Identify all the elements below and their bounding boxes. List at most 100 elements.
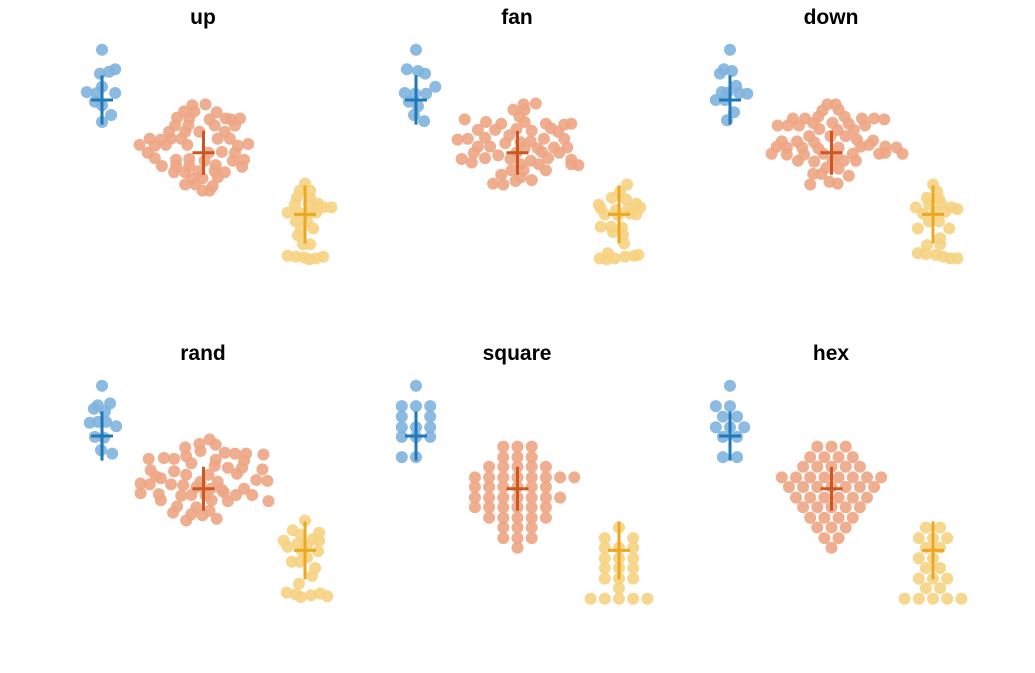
point-orange [853, 460, 866, 473]
point-blue [709, 400, 722, 413]
point-orange [797, 501, 810, 514]
point-orange [483, 460, 496, 473]
point-blue [110, 420, 123, 433]
point-orange [808, 155, 821, 168]
point-orange [878, 113, 891, 126]
point-orange [804, 451, 817, 464]
point-blue [80, 86, 93, 99]
point-orange [771, 119, 784, 132]
point-orange [839, 481, 852, 493]
point-yellow [627, 572, 640, 585]
point-blue [103, 65, 116, 78]
point-orange [483, 501, 496, 514]
point-orange [529, 97, 542, 110]
point-orange [780, 148, 793, 161]
point-yellow [304, 238, 317, 251]
panel-square [395, 379, 654, 605]
panel-fan [398, 43, 647, 266]
point-orange [896, 147, 909, 160]
point-yellow [941, 572, 954, 585]
point-yellow [598, 541, 611, 554]
point-blue [731, 410, 744, 423]
point-blue [738, 421, 751, 434]
point-orange [185, 489, 198, 501]
point-yellow [919, 541, 932, 554]
point-blue [410, 379, 422, 392]
panel-title-square: square [483, 342, 552, 365]
point-orange [511, 541, 524, 554]
point-orange [221, 461, 234, 474]
panel-hex [709, 379, 968, 605]
point-orange [202, 468, 215, 481]
point-orange [793, 119, 805, 132]
point-orange [790, 471, 802, 484]
point-yellow [934, 582, 947, 595]
point-orange [229, 119, 241, 132]
point-orange [525, 481, 538, 493]
point-yellow [306, 569, 319, 582]
point-yellow [598, 572, 611, 585]
point-orange [868, 112, 881, 125]
point-yellow [305, 589, 318, 602]
point-yellow [627, 562, 640, 574]
panel-title-fan: fan [501, 6, 533, 29]
point-yellow [632, 248, 645, 261]
point-yellow [613, 592, 625, 605]
point-orange [811, 440, 824, 453]
point-yellow [912, 552, 925, 565]
point-yellow [934, 521, 947, 534]
point-orange [539, 471, 552, 484]
point-blue [400, 63, 413, 76]
point-orange [797, 481, 810, 493]
point-orange [818, 471, 831, 484]
point-orange [223, 132, 236, 145]
point-orange [525, 471, 538, 484]
point-yellow [911, 222, 924, 235]
point-yellow [292, 577, 305, 590]
point-orange [451, 133, 464, 146]
point-orange [168, 452, 181, 465]
point-blue [410, 43, 422, 56]
point-orange [832, 451, 845, 464]
point-blue [98, 431, 110, 444]
point-orange [256, 463, 269, 476]
panel-title-rand: rand [180, 342, 226, 365]
point-yellow [641, 592, 654, 605]
point-orange [257, 448, 270, 461]
point-orange [179, 178, 192, 191]
point-orange [154, 494, 167, 507]
point-orange [461, 132, 474, 145]
point-orange [177, 479, 190, 492]
panel-down [709, 43, 964, 265]
point-yellow [951, 252, 964, 265]
point-orange [468, 501, 481, 514]
point-orange [863, 138, 876, 151]
point-orange [525, 511, 538, 524]
panel-rand [83, 379, 334, 603]
point-orange [196, 509, 209, 522]
point-blue [724, 43, 736, 56]
point-orange [497, 481, 510, 493]
point-orange [165, 478, 177, 491]
point-orange [497, 532, 510, 545]
point-orange [492, 149, 505, 162]
point-orange [868, 481, 881, 493]
point-orange [568, 471, 581, 484]
point-orange [525, 440, 538, 453]
point-orange [133, 138, 146, 151]
point-yellow [943, 222, 956, 235]
point-blue [94, 67, 106, 80]
point-yellow [285, 555, 298, 568]
point-orange [221, 495, 234, 508]
point-orange [525, 491, 538, 504]
point-yellow [608, 252, 621, 265]
point-yellow [325, 201, 338, 214]
point-orange [825, 541, 838, 554]
point-orange [497, 178, 510, 191]
point-orange [167, 506, 180, 519]
point-orange [853, 481, 866, 493]
point-yellow [919, 521, 932, 534]
point-yellow [620, 193, 633, 206]
point-yellow [919, 248, 932, 260]
